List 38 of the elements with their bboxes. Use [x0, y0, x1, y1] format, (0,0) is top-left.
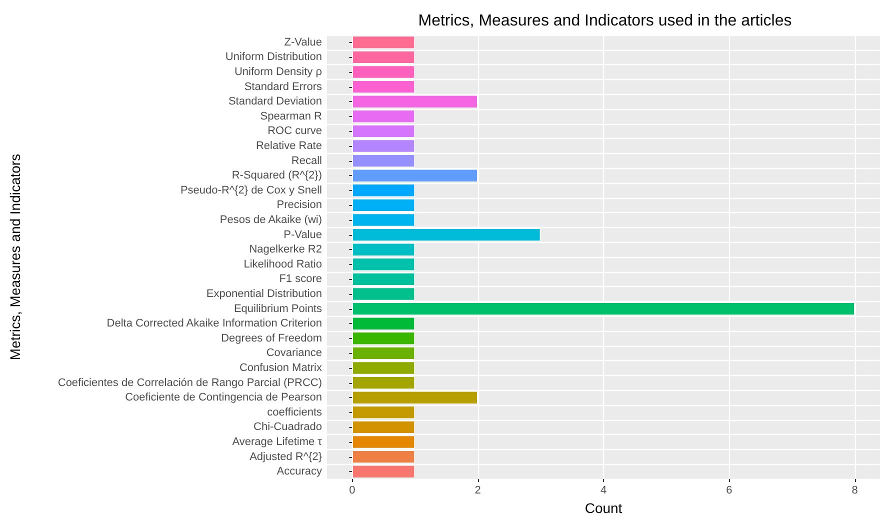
- y-tick-label: coefficients: [267, 406, 322, 418]
- y-tick-label: Precision: [276, 199, 322, 212]
- y-tick-label: Standard Deviation: [228, 96, 322, 108]
- y-tick-label: ROC curve: [268, 125, 322, 138]
- x-tick-label: 0: [349, 484, 356, 496]
- y-tick-label: Covariance: [266, 347, 322, 360]
- y-tick-label: Coeficiente de Contingencia de Pearson: [125, 392, 322, 404]
- x-tick-label: 4: [600, 484, 607, 496]
- y-tick-label: Spearman R: [260, 110, 322, 122]
- y-tick-label: Exponential Distribution: [206, 288, 322, 300]
- y-tick-label: Accuracy: [276, 466, 322, 478]
- y-tick-label: Equilibrium Points: [234, 302, 322, 315]
- y-tick-label: Coeficientes de Correlación de Rango Parcial (PRCC): [58, 376, 322, 389]
- y-tick-label: R-Squared (R^{2}): [232, 170, 322, 182]
- x-tick-label: 8: [852, 484, 858, 496]
- y-tick-label: Likelihood Ratio: [244, 258, 322, 270]
- y-tick-label: Average Lifetime τ: [232, 436, 323, 448]
- x-tick-label: 2: [474, 484, 481, 496]
- y-tick-label: Standard Errors: [244, 80, 322, 93]
- y-tick-label: P-Value: [284, 228, 322, 241]
- chart-title: Metrics, Measures and Indicators used in the articles: [418, 12, 792, 30]
- y-tick-label: Chi-Cuadrado: [254, 421, 322, 434]
- y-tick-label: F1 score: [279, 273, 322, 286]
- y-tick-label: Recall: [291, 154, 322, 167]
- y-tick-label: Uniform Distribution: [225, 51, 322, 64]
- y-tick-label: Relative Rate: [256, 140, 322, 152]
- x-axis-title: Count: [584, 500, 622, 516]
- y-axis-title: Metrics, Measures and Indicators: [7, 154, 23, 360]
- y-tick-label: Delta Corrected Akaike Information Criterion: [106, 318, 322, 330]
- y-tick-label: Uniform Density ρ: [234, 66, 322, 78]
- y-tick-label: Nagelkerke R2: [249, 244, 322, 256]
- y-tick-label: Pesos de Akaike (wi): [220, 214, 322, 226]
- y-tick-label: Pseudo-R^{2} de Cox y Snell: [180, 184, 322, 196]
- x-tick-label: 6: [726, 484, 732, 496]
- y-tick-label: Adjusted R^{2}: [250, 450, 322, 463]
- y-tick-label: Degrees of Freedom: [221, 332, 322, 344]
- y-tick-label: Confusion Matrix: [239, 362, 322, 374]
- y-tick-label: Z-Value: [284, 36, 322, 48]
